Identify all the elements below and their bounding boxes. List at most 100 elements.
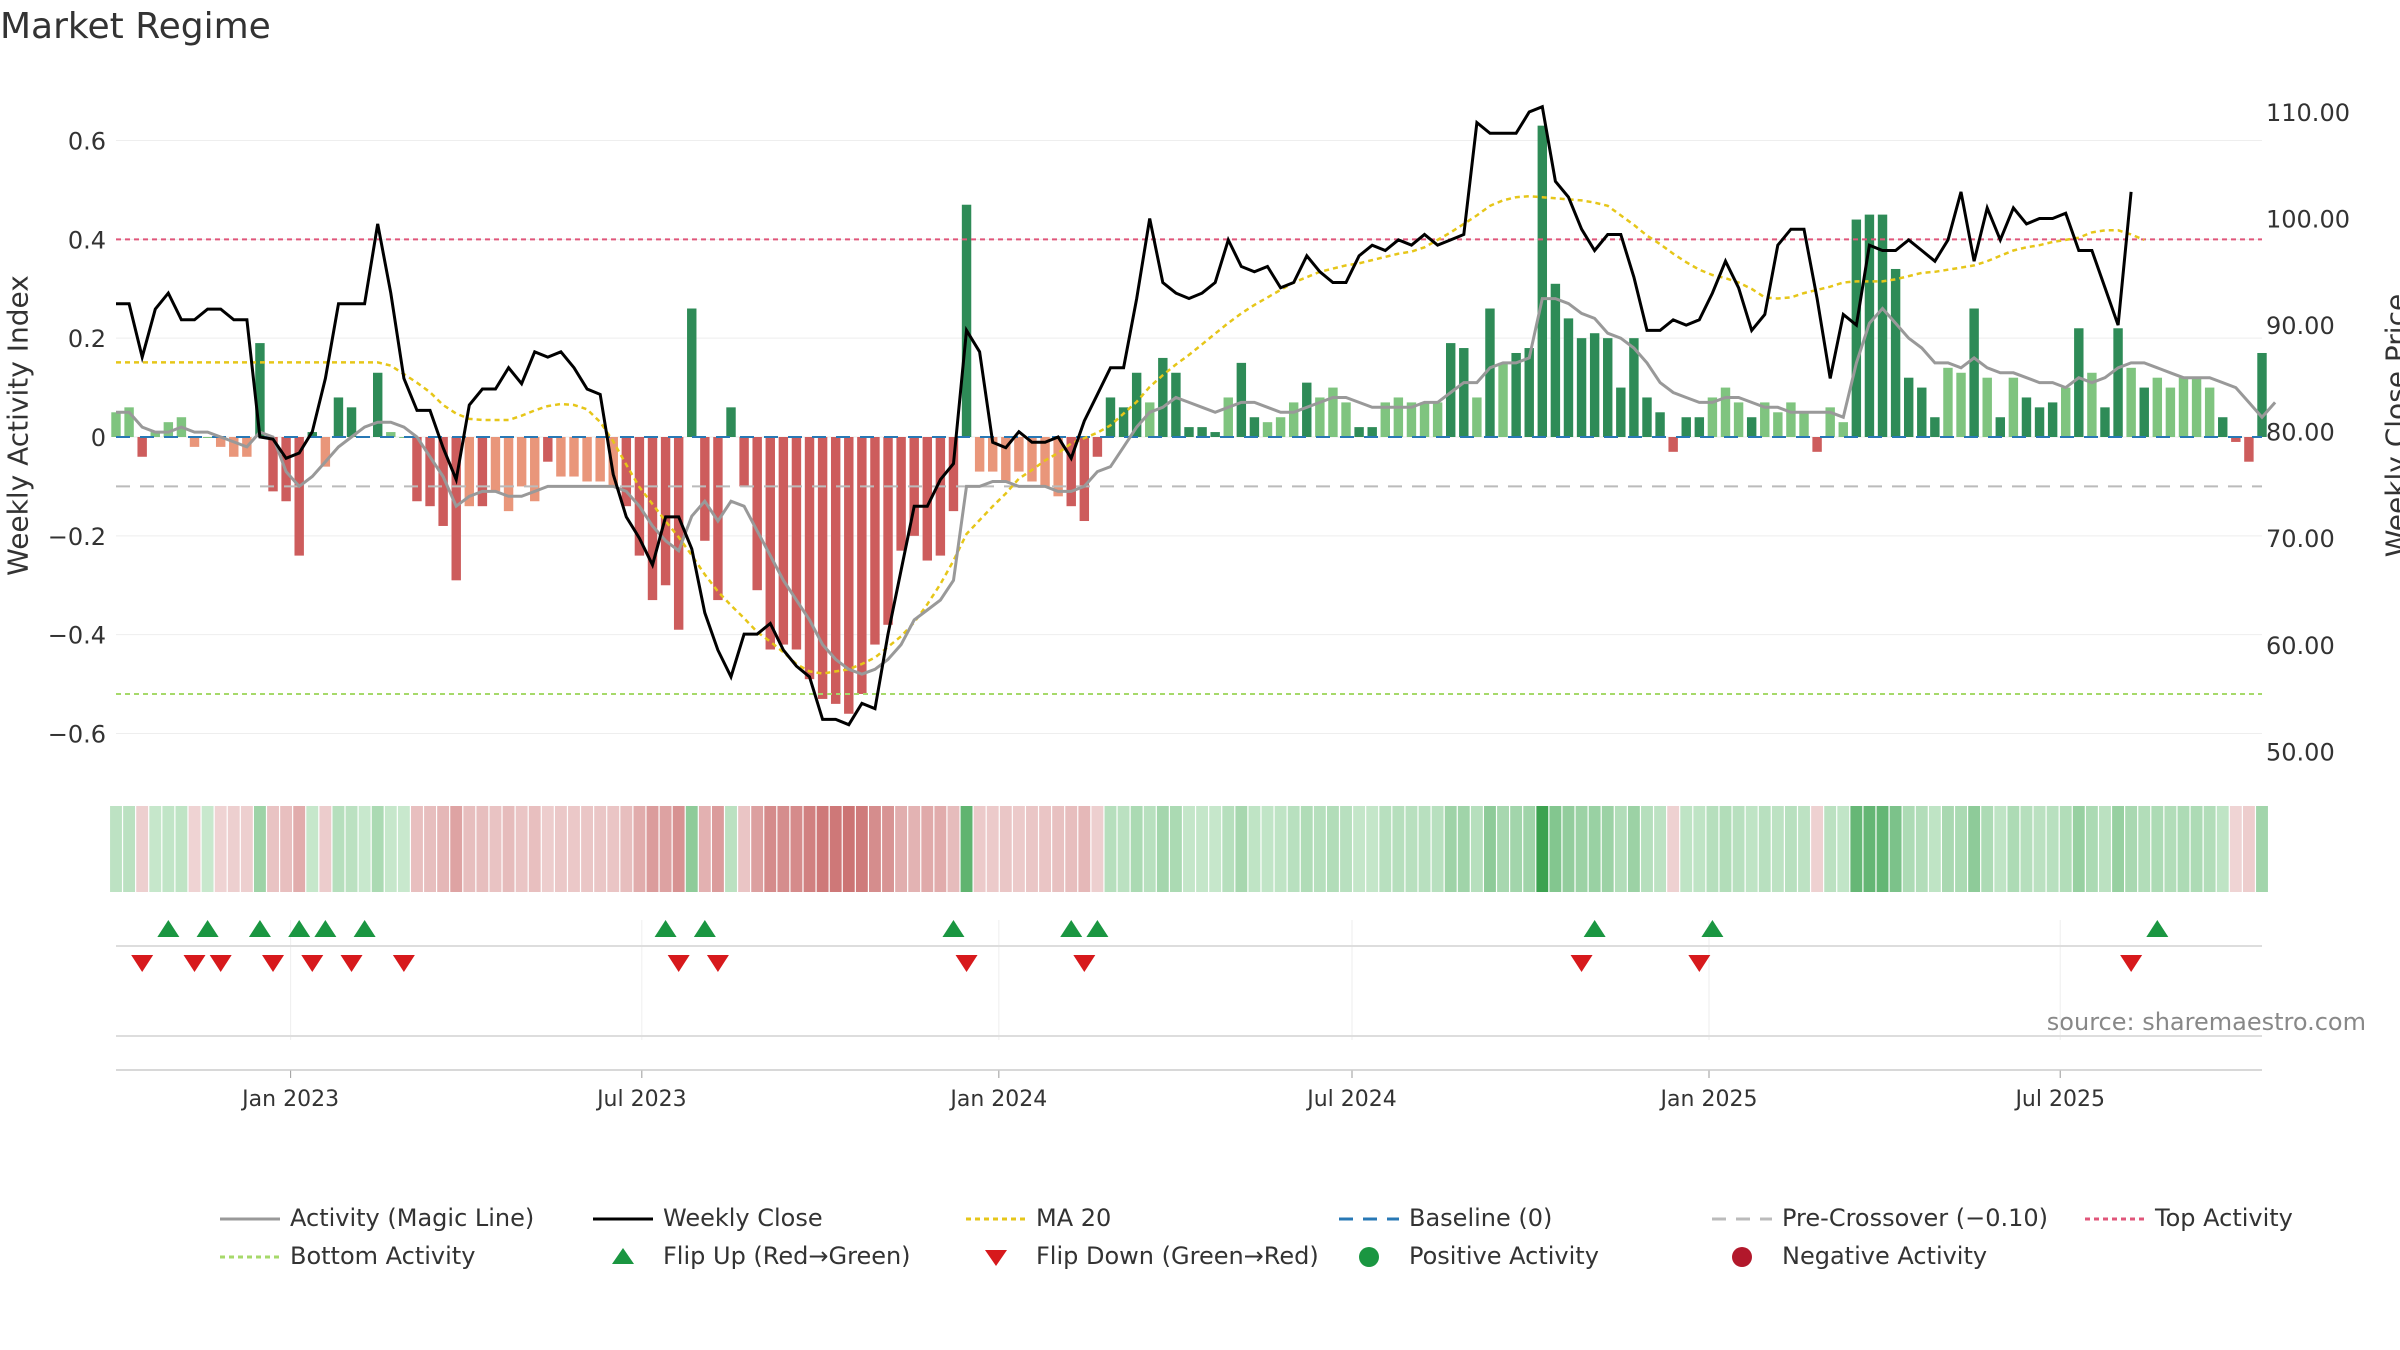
activity-bar [150,432,160,437]
regime-band-cell [1209,806,1222,892]
regime-band-cell [1824,806,1837,892]
regime-band-cell [2151,806,2164,892]
flip-up-marker [314,920,337,937]
legend-item-baseline: Baseline (0) [1339,1204,1553,1232]
flip-down-marker [667,955,690,972]
activity-bar [438,437,448,526]
activity-bar [124,407,134,437]
flip-up-marker [1086,920,1109,937]
right-tick-label: 70.00 [2266,525,2335,553]
regime-band-cell [1627,806,1640,892]
regime-band-cell [188,806,201,892]
activity-bar [2139,387,2149,437]
regime-band-cell [1130,806,1143,892]
regime-band-cell [855,806,868,892]
legend-magic-label: Activity (Magic Line) [290,1204,535,1232]
regime-band-cell [2072,806,2085,892]
activity-bar [1027,437,1037,482]
activity-bar [1786,402,1796,437]
weekly-close-line [116,104,2133,727]
activity-bar [163,422,174,437]
magic-line [116,297,2277,676]
x-tick-label: Jan 2025 [1659,1087,1758,1112]
activity-bar [595,437,605,482]
regime-band-cell [2007,806,2020,892]
activity-bar [1236,362,1247,437]
regime-band-cell [1065,806,1078,892]
regime-band-cell [240,806,253,892]
activity-bar [582,437,592,482]
regime-band-cell [1706,806,1719,892]
regime-band-cell [1078,806,1091,892]
regime-band-cell [358,806,371,892]
right-tick-label: 60.00 [2266,632,2335,660]
regime-band-cell [1994,806,2007,892]
regime-band-cell [1418,806,1431,892]
activity-bar [2034,407,2045,437]
activity-bar [739,437,749,487]
regime-band-cell [541,806,554,892]
activity-bar [1014,437,1024,472]
regime-band-cell [1222,806,1235,892]
activity-bar [1746,417,1757,437]
regime-band-cell [1654,806,1667,892]
legend-item-precross: Pre-Crossover (−0.10) [1712,1204,2049,1232]
legend-baseline-swatch [1339,1217,1399,1221]
legend-item-negative: Negative Activity [1732,1242,1987,1270]
regime-band-cell [1928,806,1941,892]
regime-band-cell [960,806,973,892]
regime-band-cell [293,806,306,892]
series-lines [116,104,2277,727]
regime-band-cell [1235,806,1248,892]
regime-band-cell [1274,806,1287,892]
regime-band-cell [1196,806,1209,892]
activity-bar [1760,402,1770,437]
regime-band-cell [411,806,423,892]
legend-precross-label: Pre-Crossover (−0.10) [1782,1204,2049,1232]
regime-band-cell [2125,806,2138,892]
left-tick-label: 0 [91,424,106,452]
activity-bar [1328,387,1338,437]
flip-up-marker [248,920,271,937]
regime-band-cell [711,806,724,892]
legend-baseline-label: Baseline (0) [1409,1204,1553,1232]
activity-bar [1603,338,1613,437]
right-tick-label: 90.00 [2266,312,2335,340]
activity-bar [320,437,331,467]
x-tick-label: Jul 2023 [595,1087,687,1112]
activity-bar [791,437,802,650]
activity-bars [111,125,2267,714]
regime-band-cell [1326,806,1339,892]
activity-bar [1184,427,1194,437]
regime-band-cell [1444,806,1457,892]
regime-band-cell [659,806,672,892]
activity-bar [464,437,475,507]
regime-band-cell [921,806,934,892]
regime-band-cell [227,806,240,892]
regime-band-cell [1575,806,1588,892]
flip-down-marker [1073,955,1096,972]
flip-down-marker [955,955,978,972]
regime-band-cell [1405,806,1418,892]
flip-down-marker [209,955,232,972]
regime-band-cell [1614,806,1627,892]
regime-band-cell [1353,806,1366,892]
negative-dot-icon [1732,1247,1752,1267]
flip-down-marker [706,955,729,972]
activity-bar [1616,387,1626,437]
regime-band-cell [790,806,803,892]
regime-band-cell [1588,806,1601,892]
regime-band-cell [1248,806,1261,892]
activity-bar [1982,377,1992,437]
activity-bar [974,437,985,472]
activity-bar [883,437,893,625]
regime-band-cell [2138,806,2151,892]
legend: Activity (Magic Line) Weekly Close MA 20… [0,1196,2400,1276]
regime-band-cell [1889,806,1902,892]
regime-band-cell [515,806,528,892]
activity-bar [2244,437,2254,462]
regime-band-cell [2256,806,2268,892]
regime-band-cell [2020,806,2033,892]
regime-band-cell [986,806,999,892]
